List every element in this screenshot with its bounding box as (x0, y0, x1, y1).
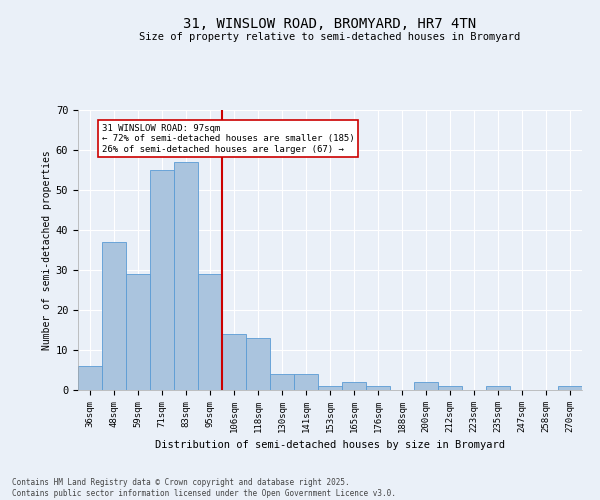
Bar (558, 386, 582, 390)
Bar (318, 386, 342, 390)
Bar (102, 242, 126, 390)
Text: 31, WINSLOW ROAD, BROMYARD, HR7 4TN: 31, WINSLOW ROAD, BROMYARD, HR7 4TN (184, 18, 476, 32)
Bar (198, 274, 222, 390)
Bar (222, 334, 246, 390)
Text: Contains HM Land Registry data © Crown copyright and database right 2025.
Contai: Contains HM Land Registry data © Crown c… (12, 478, 396, 498)
Bar (414, 382, 438, 390)
X-axis label: Distribution of semi-detached houses by size in Bromyard: Distribution of semi-detached houses by … (155, 440, 505, 450)
Text: Size of property relative to semi-detached houses in Bromyard: Size of property relative to semi-detach… (139, 32, 521, 42)
Text: 31 WINSLOW ROAD: 97sqm
← 72% of semi-detached houses are smaller (185)
26% of se: 31 WINSLOW ROAD: 97sqm ← 72% of semi-det… (102, 124, 355, 154)
Bar (366, 386, 390, 390)
Bar (246, 338, 270, 390)
Bar (342, 382, 366, 390)
Bar (486, 386, 510, 390)
Bar (174, 162, 198, 390)
Bar (438, 386, 462, 390)
Bar (78, 366, 102, 390)
Bar (150, 170, 174, 390)
Bar (294, 374, 318, 390)
Bar (126, 274, 150, 390)
Bar (270, 374, 294, 390)
Y-axis label: Number of semi-detached properties: Number of semi-detached properties (41, 150, 52, 350)
